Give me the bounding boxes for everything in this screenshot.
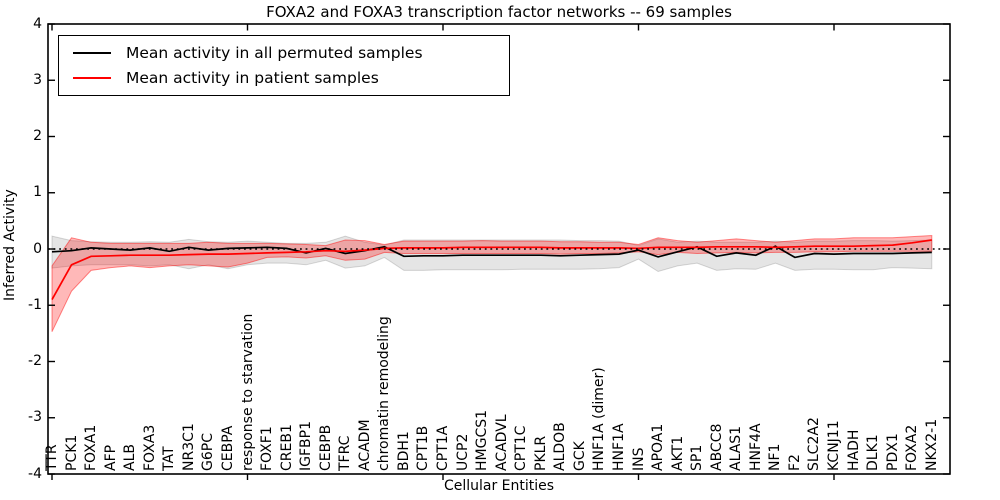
legend-label: Mean activity in patient samples <box>126 69 379 88</box>
x-tick-label: CPT1C <box>513 425 530 471</box>
y-tick-label: -3 <box>28 409 42 426</box>
x-tick-label: ABCC8 <box>708 423 725 471</box>
y-tick-label: -2 <box>28 353 42 369</box>
x-axis-label: Cellular Entities <box>443 478 555 494</box>
x-tick-label: UCP2 <box>454 433 471 471</box>
x-tick-label: INS <box>630 447 647 472</box>
x-tick-label: CPT1B <box>415 425 432 471</box>
x-tick-label: chromatin remodeling <box>376 316 393 471</box>
x-tick-label: BDH1 <box>395 431 412 471</box>
y-tick-label: -1 <box>28 296 42 313</box>
x-tick-label: PDX1 <box>884 433 901 471</box>
x-tick-label: NKX2-1 <box>923 418 940 471</box>
x-tick-label: SP1 <box>689 444 706 471</box>
x-tick-label: FOXA2 <box>904 424 921 471</box>
x-tick-label: SLC2A2 <box>806 417 823 471</box>
patient-confidence-band <box>51 234 933 332</box>
x-tick-label: TTR <box>44 444 60 471</box>
x-tick-label: CEBPB <box>317 424 334 471</box>
legend-label: Mean activity in all permuted samples <box>126 43 423 62</box>
x-tick-label: DLK1 <box>865 434 882 471</box>
y-tick-label: 0 <box>33 240 42 257</box>
x-tick-label: ALDOB <box>552 422 569 471</box>
x-tick-label: TAT <box>161 446 178 471</box>
x-tick-label: TFRC <box>337 435 354 471</box>
x-tick-label: G6PC <box>200 433 217 471</box>
chart-title: FOXA2 and FOXA3 transcription factor net… <box>266 3 732 21</box>
x-tick-label: response to starvation <box>239 313 256 471</box>
x-tick-label: AFP <box>102 444 119 471</box>
x-tick-label: ALB <box>122 444 139 471</box>
y-tick-label: 3 <box>33 71 42 88</box>
x-tick-label: CPT1A <box>435 425 451 471</box>
x-tick-label: PCK1 <box>63 434 80 471</box>
x-tick-label: HMGCS1 <box>474 409 491 471</box>
y-tick-label: 2 <box>33 128 42 144</box>
legend-entry-permuted: Mean activity in all permuted samples <box>59 44 509 62</box>
x-tick-label: KCNJ11 <box>826 420 842 471</box>
x-tick-label: APOA1 <box>650 423 667 471</box>
x-tick-label: HNF1A <box>610 423 627 471</box>
x-tick-label: HNF4A <box>747 423 764 471</box>
legend-line-sample-black <box>73 51 111 54</box>
x-tick-label: FOXF1 <box>259 426 276 471</box>
x-tick-label: NR3C1 <box>180 423 197 471</box>
x-tick-label: CREB1 <box>278 424 295 471</box>
legend-line-sample-red <box>73 77 111 80</box>
legend-entry-patient: Mean activity in patient samples <box>59 69 509 87</box>
axes-frame <box>47 23 951 475</box>
x-tick-label: FOXA1 <box>83 424 100 471</box>
x-tick-label: HADH <box>845 429 862 471</box>
x-tick-label: ALAS1 <box>728 425 745 471</box>
permuted-mean-line <box>51 245 932 259</box>
x-tick-label: F2 <box>786 454 803 471</box>
legend: Mean activity in all permuted samples Me… <box>58 35 510 96</box>
x-tick-label: CEBPA <box>219 425 236 471</box>
x-tick-label: IGFBP1 <box>298 421 315 471</box>
y-tick-label: 1 <box>33 184 42 201</box>
permuted-confidence-band <box>51 235 933 273</box>
x-tick-label: GCK <box>571 441 588 471</box>
y-tick-label: -4 <box>28 465 42 482</box>
x-tick-label: NF1 <box>767 443 784 471</box>
patient-mean-line <box>51 239 932 301</box>
x-tick-label: ACADVL <box>493 414 510 471</box>
x-tick-label: AKT1 <box>669 435 686 471</box>
x-tick-label: HNF1A (dimer) <box>591 367 608 471</box>
x-tick-label: FOXA3 <box>141 424 158 471</box>
x-tick-label: ACADM <box>356 419 373 471</box>
y-tick-label: 4 <box>33 15 42 32</box>
x-tick-label: PKLR <box>532 435 549 471</box>
